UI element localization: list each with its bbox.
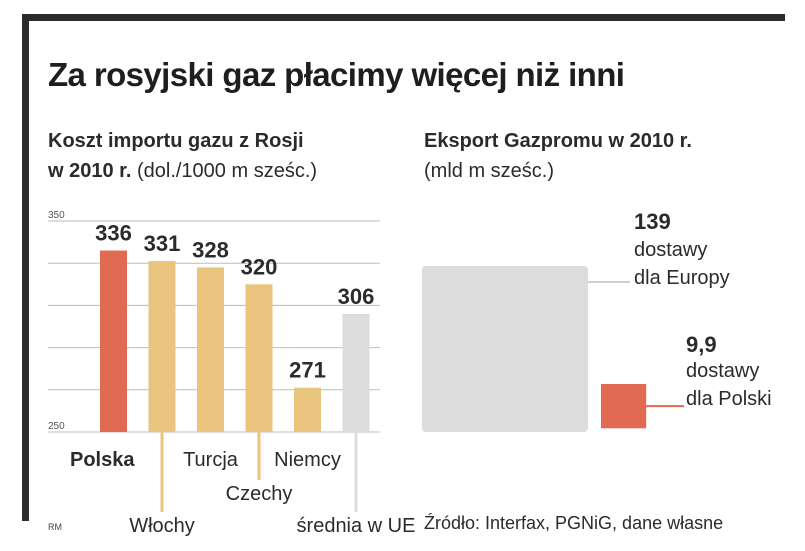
bar-2 <box>197 267 224 432</box>
y-tick-top: 350 <box>48 210 65 221</box>
bar-1 <box>148 261 176 432</box>
europe-value-label: 139 <box>634 209 671 234</box>
y-tick-bottom: 250 <box>48 421 65 432</box>
bar-4 <box>294 387 321 432</box>
source-note: Źródło: Interfax, PGNiG, dane własne <box>424 513 724 533</box>
left-chart-unit: (dol./1000 m sześc.) <box>136 160 318 182</box>
right-chart-subtitle: Eksport Gazpromu w 2010 r. (mld m sześc.… <box>424 126 692 186</box>
category-label-3: Czechy <box>226 483 293 505</box>
left-chart-title-line2: w 2010 r. <box>48 160 132 182</box>
europe-area-square <box>422 266 588 432</box>
bar-3 <box>245 284 273 432</box>
page-title: Za rosyjski gaz płacimy więcej niż inni <box>48 56 625 93</box>
frame-top-border <box>22 14 785 21</box>
category-label-0: Polska <box>70 449 135 471</box>
bar-value-label-2: 328 <box>192 237 229 262</box>
left-chart-title-line1: Koszt importu gazu z Rosji <box>48 130 304 152</box>
left-chart-subtitle: Koszt importu gazu z Rosji w 2010 r. (do… <box>48 126 317 186</box>
bar-value-label-5: 306 <box>338 284 375 309</box>
right-chart-title: Eksport Gazpromu w 2010 r. <box>424 130 692 152</box>
poland-value-label: 9,9 <box>686 332 717 357</box>
bar-value-label-4: 271 <box>289 358 326 383</box>
europe-label-line1: dostawy <box>634 239 707 261</box>
category-label-1: Włochy <box>129 515 195 537</box>
category-label-4: Niemcy <box>274 449 341 471</box>
bar-0 <box>100 250 127 432</box>
category-label-2: Turcja <box>183 449 239 471</box>
right-chart-unit: (mld m sześc.) <box>424 160 554 182</box>
poland-area-square <box>601 384 647 429</box>
category-label-5: średnia w UE <box>297 515 416 537</box>
credit-label: RM <box>48 522 62 532</box>
poland-label-line1: dostawy <box>686 360 759 382</box>
bar-value-label-0: 336 <box>95 221 132 246</box>
poland-label-line2: dla Polski <box>686 388 772 410</box>
bar-value-label-1: 331 <box>144 231 181 256</box>
bar-5 <box>342 313 370 432</box>
europe-label-line2: dla Europy <box>634 267 730 289</box>
bar-value-label-3: 320 <box>241 254 278 279</box>
frame-left-border <box>22 14 29 521</box>
